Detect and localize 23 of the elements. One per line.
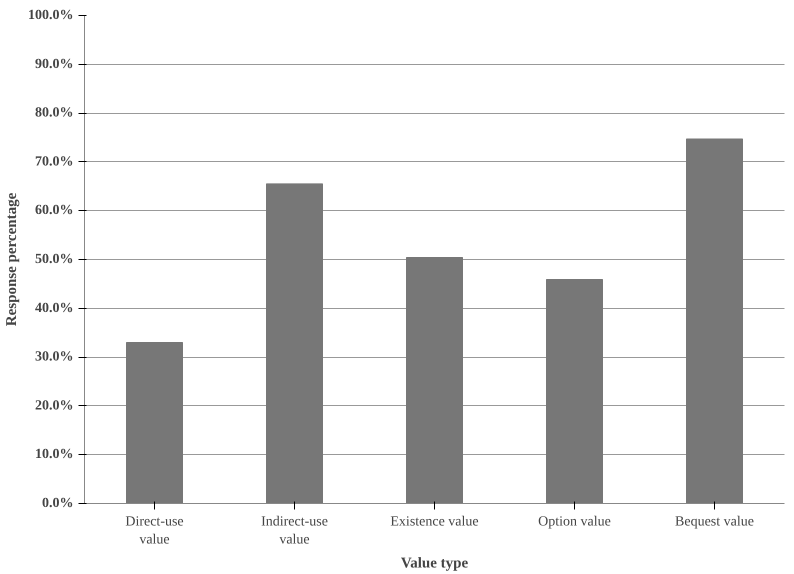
bar bbox=[266, 183, 323, 504]
y-tick-label: 60.0% bbox=[35, 203, 74, 218]
y-tick-label: 20.0% bbox=[35, 398, 74, 414]
y-tick-label: 0.0% bbox=[42, 496, 74, 511]
y-tick-label: 70.0% bbox=[35, 154, 74, 170]
x-tick-label: Indirect-use value bbox=[261, 514, 328, 548]
y-tick-label: 50.0% bbox=[35, 252, 74, 267]
y-tick-label: 40.0% bbox=[35, 300, 74, 316]
y-tick-label: 80.0% bbox=[35, 106, 74, 121]
y-axis-title: Response percentage bbox=[4, 192, 20, 326]
y-tick-label: 90.0% bbox=[35, 56, 74, 72]
x-tick-label: Existence value bbox=[390, 514, 479, 530]
x-axis-title: Value type bbox=[400, 556, 469, 572]
y-tick-label: 10.0% bbox=[35, 447, 74, 462]
bar bbox=[546, 279, 603, 504]
bar bbox=[686, 138, 743, 504]
x-tick-label: Bequest value bbox=[675, 514, 754, 530]
y-tick-label: 30.0% bbox=[35, 350, 74, 365]
x-tick-label: Direct-use value bbox=[125, 514, 184, 548]
bar bbox=[406, 257, 463, 504]
x-tick-label: Option value bbox=[538, 514, 611, 530]
y-tick-label: 100.0% bbox=[28, 8, 74, 23]
bar bbox=[126, 342, 183, 504]
